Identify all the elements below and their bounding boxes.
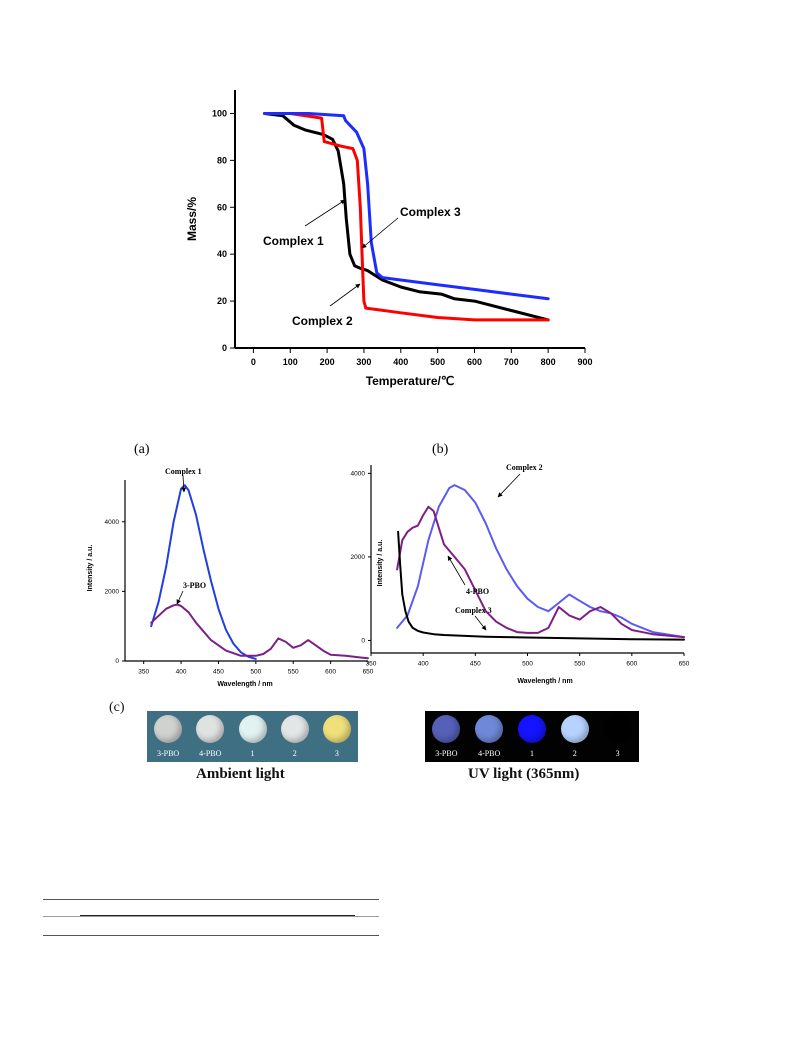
chart1-y-tick-label: 20 (217, 296, 227, 306)
chart3-x-tick-label: 450 (470, 661, 481, 668)
table-rule-mid-dark (80, 915, 355, 916)
chart2-x-axis-label: Wavelength / nm (217, 681, 272, 688)
chart3-x-tick-label: 550 (574, 661, 585, 668)
ambient-light-caption: Ambient light (196, 766, 285, 782)
chart1-y-tick-label: 60 (217, 202, 227, 212)
chart3-y-tick-label: 2000 (351, 554, 366, 561)
ambient-sample-label: 1 (250, 749, 255, 758)
chart1-annotation-arrow (304, 199, 346, 227)
ambient-sample-dot (154, 715, 183, 743)
chart3-annotation-arrow (447, 555, 466, 586)
chart3-annotation-label: Complex 3 (455, 606, 492, 615)
chart1-x-axis-label: Temperature/℃ (366, 374, 455, 388)
chart3-annotation-arrow (497, 473, 521, 498)
chart3-x-tick-label: 650 (679, 661, 690, 668)
chart3-series-line-2 (396, 505, 685, 639)
chart1-series-line-2 (263, 112, 550, 322)
chart2-annotation-label: 3-PBO (183, 581, 206, 590)
ambient-sample-dot (322, 715, 351, 743)
chart1-annotation-label: Complex 1 (263, 234, 324, 248)
chart1-series-line-3 (263, 112, 550, 301)
chart3-annotation-arrow (474, 615, 487, 631)
chart1-y-axis-label: Mass/% (185, 197, 199, 241)
chart2-annotation-label: Complex 1 (165, 467, 202, 476)
chart1-annotation-label: Complex 3 (400, 205, 461, 219)
chart1-x-tick-label: 200 (320, 357, 335, 367)
ambient-light-photo: 3-PBO 4-PBO 1 2 3 (147, 711, 358, 762)
chart3-x-tick-label: 500 (522, 661, 533, 668)
chart2-x-tick-label: 550 (288, 669, 299, 676)
chart2-series-line-2 (150, 603, 369, 660)
chart1-y-tick-label: 40 (217, 249, 227, 259)
chart1-x-tick-label: 100 (283, 357, 298, 367)
table-rule-top (43, 899, 379, 900)
chart1-annotation-label: Complex 2 (292, 314, 353, 328)
chart3-y-tick-label: 4000 (351, 471, 366, 478)
chart2-annotation-arrow (181, 475, 187, 493)
chart2-x-tick-label: 400 (176, 669, 187, 676)
chart2-y-tick-label: 0 (115, 658, 119, 665)
chart3-x-axis-label: Wavelength / nm (517, 678, 572, 685)
uv-sample-label: 3-PBO (435, 749, 458, 758)
chart2-panel-letter: (a) (134, 442, 150, 457)
chart2-x-tick-label: 650 (363, 669, 374, 676)
ambient-sample-label: 3-PBO (156, 749, 180, 758)
uv-sample-dot (432, 715, 461, 743)
ambient-sample-label: 3 (334, 749, 339, 758)
chart2-y-tick-label: 4000 (105, 519, 120, 526)
uv-sample-dot (475, 715, 504, 743)
chart1-x-tick-label: 600 (467, 357, 482, 367)
chart1-y-tick-label: 0 (222, 343, 227, 353)
chart3-series-line-3 (397, 530, 685, 641)
chart1-x-tick-label: 900 (577, 357, 592, 367)
uv-sample-dot (518, 715, 546, 743)
chart3-y-axis-label: Intensity / a.u. (377, 540, 384, 587)
chart3-series-line-1 (396, 484, 685, 639)
chart1-x-tick-label: 800 (541, 357, 556, 367)
chart2-y-axis-label: Intensity / a.u. (87, 545, 94, 592)
chart2-y-tick-label: 2000 (105, 589, 120, 596)
chart1-annotation-arrow (361, 217, 399, 249)
table-rule-mid (43, 916, 379, 917)
chart1-x-tick-label: 700 (504, 357, 519, 367)
ambient-sample-dot (280, 715, 309, 743)
ambient-sample-dot (196, 715, 225, 743)
uv-sample-dot (603, 715, 632, 743)
chart2-annotation-arrow (176, 590, 184, 605)
table-rule-bottom (43, 935, 379, 936)
ambient-sample-label: 2 (292, 749, 297, 758)
uv-light-caption: UV light (365nm) (468, 766, 580, 782)
chart3-y-tick-label: 0 (361, 638, 365, 645)
chart2-x-tick-label: 450 (213, 669, 224, 676)
uv-light-photo: 3-PBO 4-PBO 1 2 3 (425, 711, 639, 762)
chart1-x-tick-label: 0 (251, 357, 256, 367)
chart1-y-tick-label: 100 (212, 108, 227, 118)
uv-sample-label: 4-PBO (478, 749, 501, 758)
chart1-series-line-1 (263, 112, 550, 322)
chart1-x-tick-label: 400 (393, 357, 408, 367)
uv-sample-label: 2 (572, 749, 577, 758)
chart1-annotation-arrow (329, 283, 361, 307)
uv-sample-dot (560, 715, 589, 743)
ambient-sample-dot (238, 715, 267, 743)
chart3-x-tick-label: 400 (418, 661, 429, 668)
ambient-sample-label: 4-PBO (199, 749, 222, 758)
uv-sample-label: 1 (530, 749, 534, 758)
chart2-x-tick-label: 500 (250, 669, 261, 676)
chart3-panel-letter: (b) (432, 442, 449, 457)
chart2-x-tick-label: 600 (325, 669, 336, 676)
chart3-annotation-label: 4-PBO (466, 587, 489, 596)
chart1-x-tick-label: 300 (356, 357, 371, 367)
chart3-x-tick-label: 350 (366, 661, 377, 668)
chart2-series-line-1 (150, 484, 257, 660)
chart3-annotation-label: Complex 2 (506, 463, 543, 472)
chart1-y-tick-label: 80 (217, 155, 227, 165)
chart1-x-tick-label: 500 (430, 357, 445, 367)
uv-sample-label: 3 (615, 749, 620, 758)
chart3-x-tick-label: 600 (626, 661, 637, 668)
chart2-x-tick-label: 350 (138, 669, 149, 676)
panel-c-letter: (c) (109, 700, 125, 715)
